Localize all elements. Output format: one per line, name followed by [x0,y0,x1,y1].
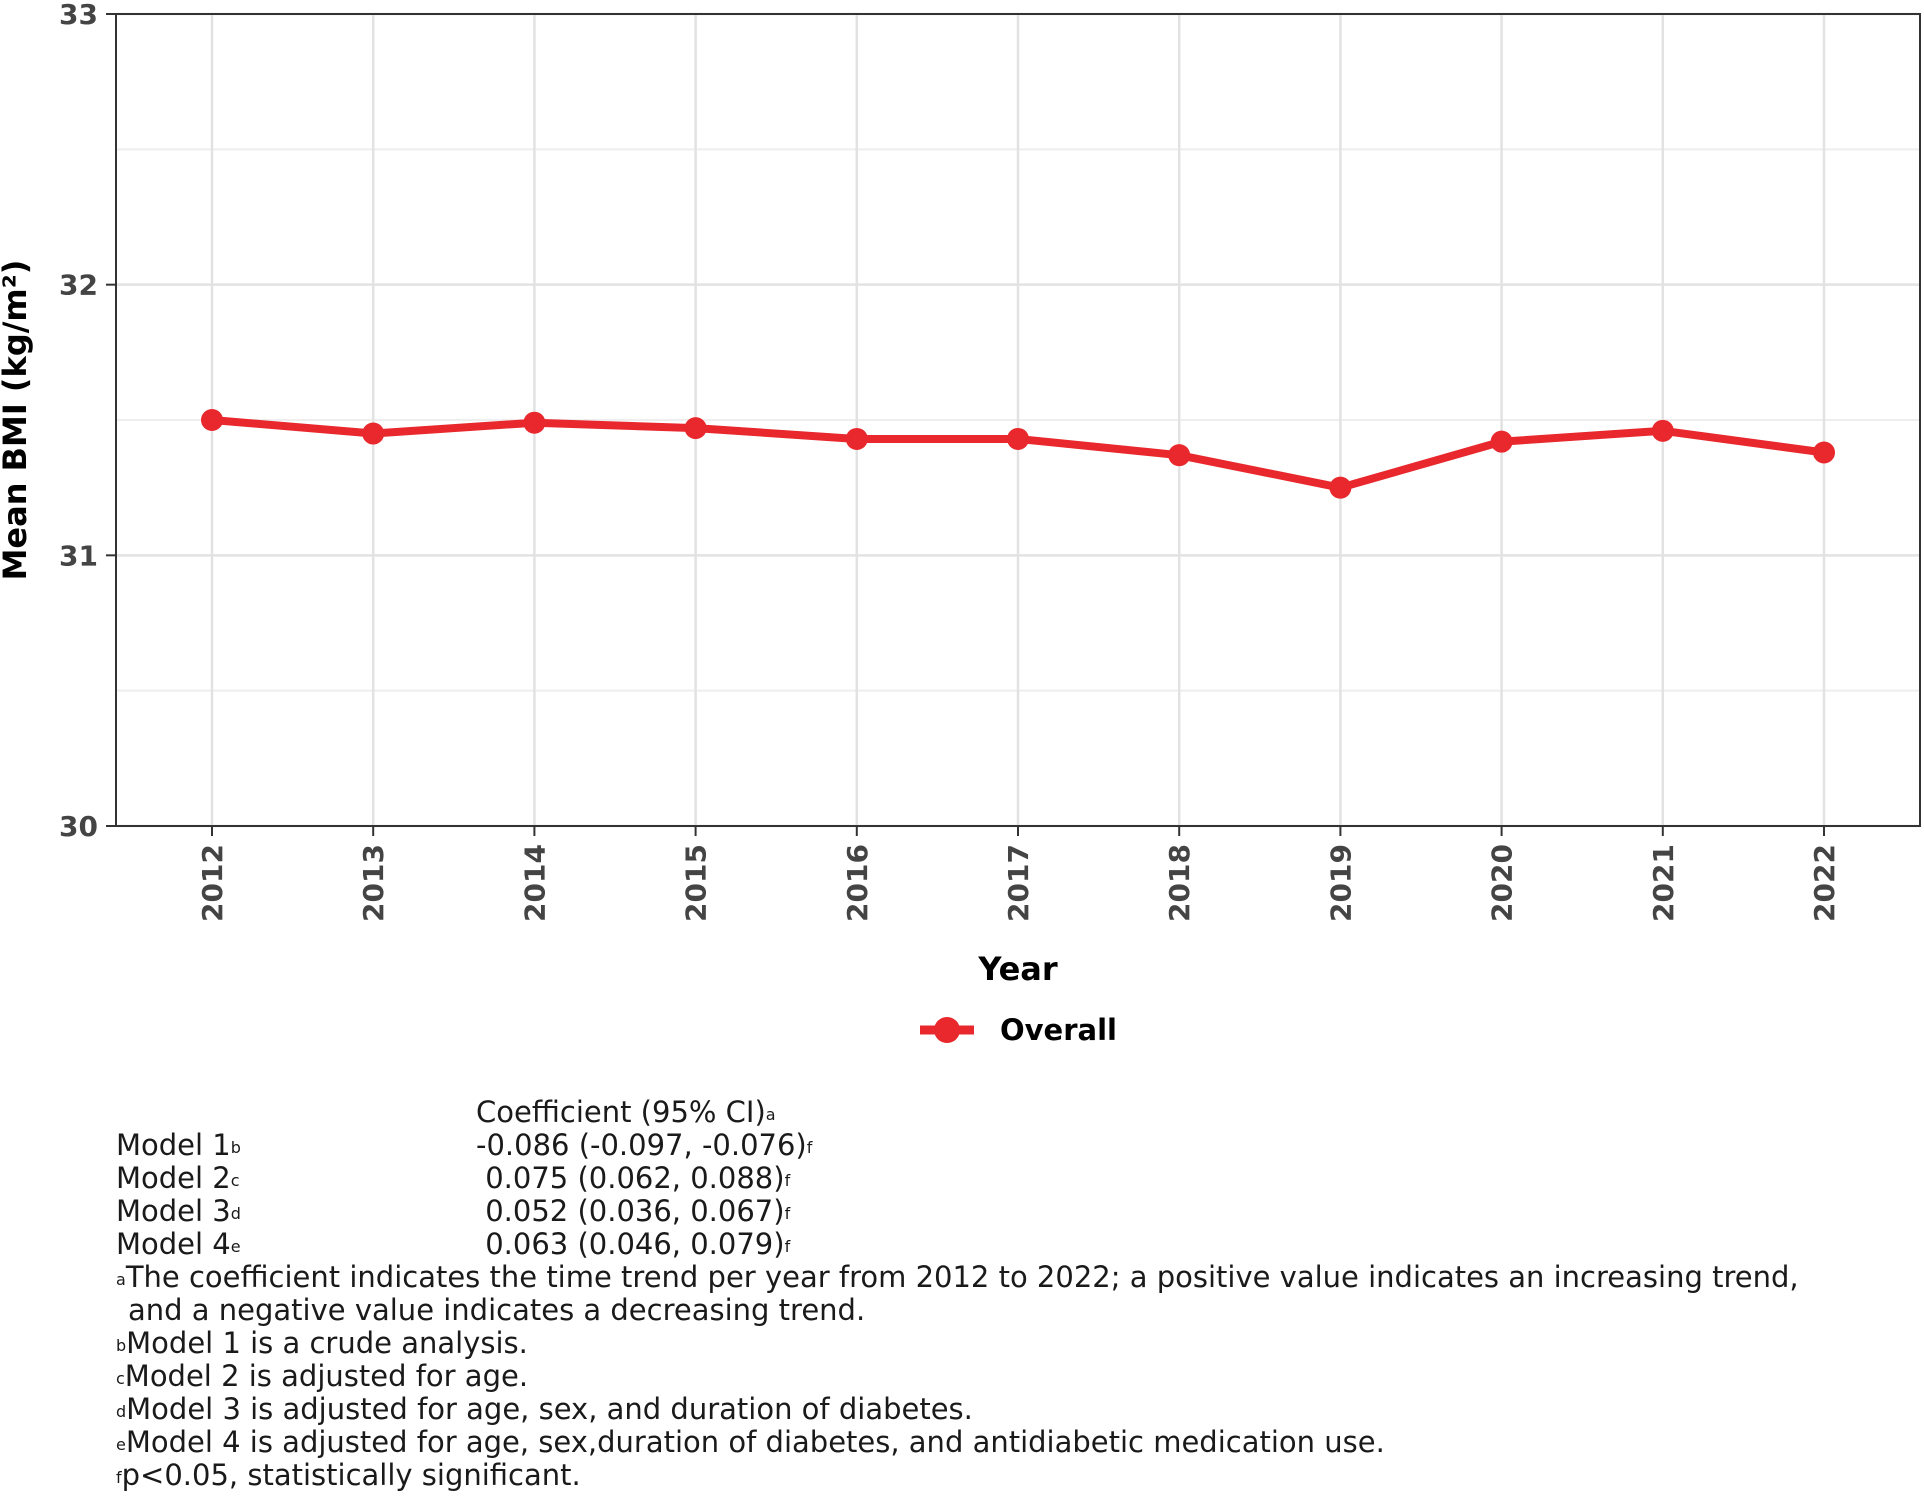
footnote-sup: d [116,1402,127,1421]
table-row: Model 2c 0.075 (0.062, 0.088) f [116,1162,1916,1195]
data-point-2019 [1329,476,1352,499]
y-tick-label: 31 [59,539,98,572]
footnote-text: Model 2 is adjusted for age. [124,1359,529,1393]
model-name: Model 2 [116,1161,231,1195]
model-name: Model 4 [116,1227,231,1261]
x-axis: 2012 2013 2014 2015 2016 2017 2018 2019 2020 2021… [196,826,1841,922]
footnotes-block: Coefficient (95% CI)a Model 1b -0.086 (-0… [116,1096,1916,1492]
footnote: and a negative value indicates a decreas… [116,1294,1916,1327]
x-tick-label: 2019 [1324,844,1357,922]
footnote: aThe coefficient indicates the time tren… [116,1261,1916,1294]
coefficient-value: 0.063 (0.046, 0.079) [476,1227,785,1261]
model-label: Model 2c [116,1162,476,1195]
model-label: Model 1b [116,1129,476,1162]
x-tick-label: 2017 [1002,844,1035,922]
coefficient-sup: f [784,1171,791,1190]
coefficient-sup: f [784,1204,791,1223]
model-label: Model 3d [116,1195,476,1228]
model-sup: b [230,1138,241,1157]
footnote-text: p<0.05, statistically significant. [121,1458,581,1492]
x-tick-label: 2013 [357,844,390,922]
data-point-2022 [1813,441,1835,464]
x-tick-label: 2018 [1163,844,1196,922]
footnote-text: and a negative value indicates a decreas… [128,1293,866,1327]
footnote-text: Model 1 is a crude analysis. [126,1326,528,1360]
x-tick-label: 2022 [1808,844,1841,922]
footnote-text: Model 3 is adjusted for age, sex, and du… [126,1392,973,1426]
coefficient-sup: f [806,1138,813,1157]
model-sup: c [230,1171,240,1190]
footnote-list: aThe coefficient indicates the time tren… [116,1261,1916,1492]
table-row: Model 4e 0.063 (0.046, 0.079) f [116,1228,1916,1261]
legend-label-overall: Overall [1000,1013,1117,1047]
model-name: Model 1 [116,1128,231,1162]
table-row: Model 1b -0.086 (-0.097, -0.076) f [116,1129,1916,1162]
x-tick-label: 2012 [196,844,229,922]
footnote: fp<0.05, statistically significant. [116,1459,1916,1492]
footnote-sup: b [116,1336,127,1355]
data-point-2020 [1490,430,1513,453]
coefficient-table: Model 1b -0.086 (-0.097, -0.076) f Model 2c… [116,1129,1916,1261]
model-sup: d [230,1204,241,1223]
coefficient-header-sup: a [765,1105,776,1124]
legend: Overall [920,1013,1117,1047]
coefficient-value: -0.086 (-0.097, -0.076) [476,1128,807,1162]
data-point-2017 [1007,427,1029,450]
model-sup: e [230,1237,241,1256]
data-point-2021 [1651,419,1674,442]
table-row: Model 3d 0.052 (0.036, 0.067) f [116,1195,1916,1228]
footnote-sup: e [116,1435,126,1454]
data-point-2018 [1168,444,1191,467]
footnote-text: The coefficient indicates the time trend… [125,1260,1799,1294]
legend-marker [934,1017,960,1043]
grid-lines [116,12,1920,828]
y-tick-label: 33 [59,0,98,31]
footnote-sup: c [116,1369,125,1388]
series-overall [201,409,1835,499]
y-tick-label: 32 [59,269,98,302]
model-label: Model 4e [116,1228,476,1261]
x-tick-label: 2016 [841,844,874,922]
footnote: bModel 1 is a crude analysis. [116,1327,1916,1360]
model-name: Model 3 [116,1194,231,1228]
footnote-text: Model 4 is adjusted for age, sex,duratio… [125,1425,1385,1459]
x-axis-title: Year [977,950,1058,988]
coefficient-header: Coefficient (95% CI) [476,1095,766,1129]
footnote-sup: a [116,1270,126,1289]
y-axis: 30 31 32 33 [59,0,116,843]
footnote: dModel 3 is adjusted for age, sex, and d… [116,1393,1916,1426]
x-tick-label: 2021 [1647,844,1680,922]
x-tick-label: 2020 [1486,844,1519,922]
table-header: Coefficient (95% CI)a [116,1096,1916,1129]
data-point-2015 [684,417,707,440]
data-point-2013 [362,422,385,445]
y-tick-label: 30 [59,810,98,843]
data-point-2014 [523,411,546,434]
coefficient-value: 0.075 (0.062, 0.088) [476,1161,785,1195]
footnote-sup: f [116,1468,122,1487]
y-axis-title: Mean BMI (kg/m²) [0,260,34,581]
data-point-2012 [201,409,223,431]
coefficient-value: 0.052 (0.036, 0.067) [476,1194,785,1228]
x-tick-label: 2014 [518,844,551,922]
data-point-2016 [845,427,868,450]
footnote: cModel 2 is adjusted for age. [116,1360,1916,1393]
x-tick-label: 2015 [680,844,713,922]
footnote: eModel 4 is adjusted for age, sex,durati… [116,1426,1916,1459]
coefficient-sup: f [784,1237,791,1256]
